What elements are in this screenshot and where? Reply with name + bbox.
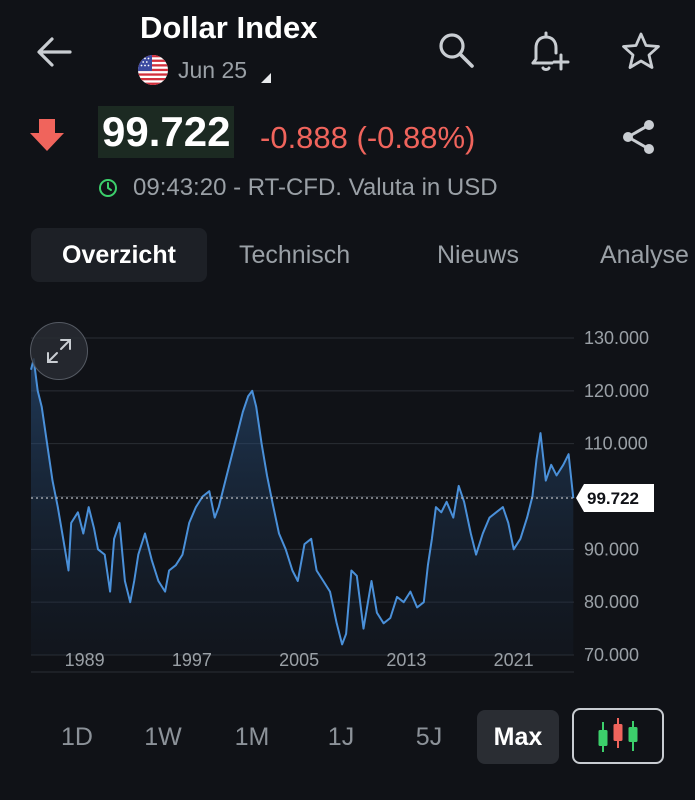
range-1j[interactable]: 1J xyxy=(327,723,355,751)
candlestick-chart-icon xyxy=(598,718,638,752)
chart-area-fill xyxy=(31,359,574,655)
y-tick-label: 90.000 xyxy=(584,539,639,559)
star-icon xyxy=(622,32,660,69)
tab-analyse[interactable]: Analyse xyxy=(600,241,689,269)
y-tick-label: 120.000 xyxy=(584,381,649,401)
price-change: -0.888 (-0.88%) xyxy=(260,120,476,155)
chart-price-line xyxy=(30,358,575,646)
x-tick-label: 2005 xyxy=(279,650,319,670)
clock-icon xyxy=(98,178,118,198)
y-tick-label: 80.000 xyxy=(584,592,639,612)
current-price-tag-bg xyxy=(576,483,654,512)
range-1m[interactable]: 1M xyxy=(234,723,270,751)
y-axis-labels: 130.000120.000110.000100.00090.00080.000… xyxy=(584,328,649,665)
add-alert-button[interactable] xyxy=(522,26,574,78)
range-1w[interactable]: 1W xyxy=(144,723,182,751)
range-5j[interactable]: 5J xyxy=(415,723,443,751)
tab-overzicht[interactable]: Overzicht xyxy=(31,228,207,282)
expand-icon xyxy=(47,339,71,363)
y-tick-label: 130.000 xyxy=(584,328,649,348)
current-price-tag: 99.722 xyxy=(576,483,654,512)
current-price: 99.722 xyxy=(98,106,235,158)
share-button[interactable] xyxy=(614,112,664,162)
back-button[interactable] xyxy=(30,30,78,74)
search-button[interactable] xyxy=(432,26,480,74)
tab-nieuws[interactable]: Nieuws xyxy=(437,241,519,269)
favorite-button[interactable] xyxy=(616,26,666,76)
expand-chart-button[interactable] xyxy=(30,322,88,380)
range-max[interactable]: Max xyxy=(477,710,559,764)
down-arrow-icon xyxy=(28,116,66,154)
tab-bar: Overzicht Technisch Nieuws Analyse xyxy=(0,228,695,284)
us-flag-icon xyxy=(138,55,168,85)
add-alert-icon xyxy=(531,31,570,71)
y-tick-label: 110.000 xyxy=(584,434,648,454)
quote-time-info: 09:43:20 - RT-CFD. Valuta in USD xyxy=(133,174,498,201)
market-selector[interactable]: Jun 25 xyxy=(138,54,272,86)
range-1d[interactable]: 1D xyxy=(61,723,93,751)
subtitle-date: Jun 25 xyxy=(178,56,248,83)
x-axis-labels: 1989 1997 2005 2013 2021 xyxy=(65,650,534,670)
search-icon xyxy=(439,33,474,68)
x-tick-label: 1989 xyxy=(65,650,105,670)
price-chart[interactable]: 130.000120.000110.000100.00090.00080.000… xyxy=(0,310,695,690)
dropdown-icon xyxy=(261,73,272,83)
back-arrow-icon xyxy=(37,37,72,67)
page-title: Dollar Index xyxy=(140,10,318,45)
x-tick-label: 1997 xyxy=(172,650,212,670)
share-icon xyxy=(623,120,654,154)
y-tick-label: 70.000 xyxy=(584,645,639,665)
chart-type-button[interactable] xyxy=(572,708,664,764)
current-price-tag-label: 99.722 xyxy=(587,489,639,508)
x-tick-label: 2021 xyxy=(494,650,534,670)
tab-technisch[interactable]: Technisch xyxy=(239,241,351,269)
bottom-edge xyxy=(0,786,695,800)
x-tick-label: 2013 xyxy=(386,650,426,670)
